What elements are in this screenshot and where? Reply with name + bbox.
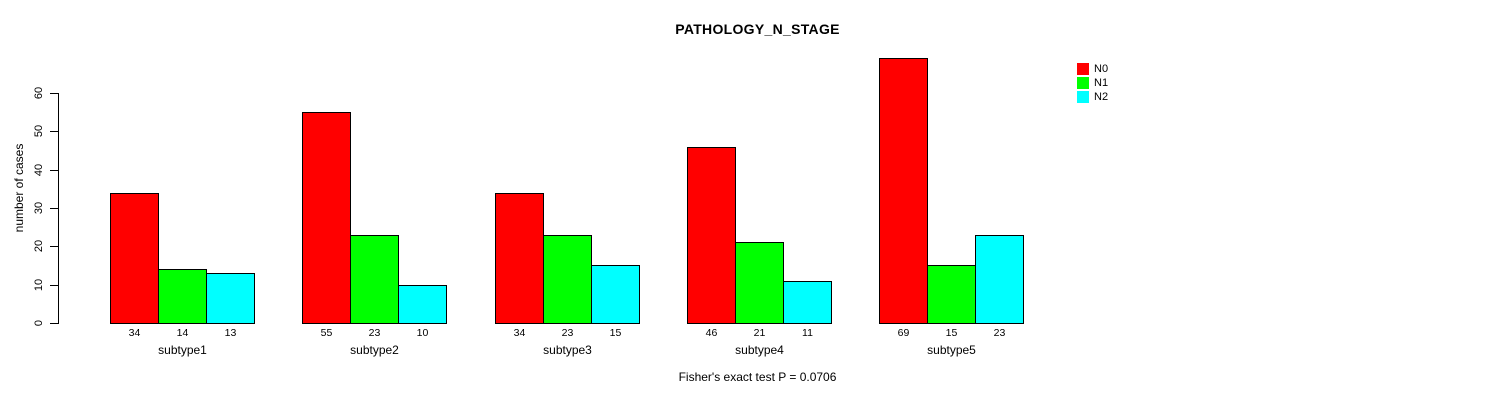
bar-n2-subtype3	[591, 265, 640, 324]
legend: N0 N1 N2	[1077, 62, 1108, 104]
y-tick	[50, 170, 58, 171]
bar-n1-subtype1	[158, 269, 207, 324]
bar-n1-subtype5	[927, 265, 976, 324]
bar-value-label: 69	[897, 327, 910, 339]
category-label-subtype4: subtype4	[735, 343, 784, 357]
y-tick-label: 10	[33, 278, 45, 292]
legend-label: N0	[1094, 63, 1109, 75]
bar-n0-subtype5	[879, 58, 928, 324]
legend-swatch-n2	[1077, 91, 1089, 103]
category-label-subtype2: subtype2	[350, 343, 399, 357]
bar-value-label: 13	[224, 327, 237, 339]
chart-title: PATHOLOGY_N_STAGE	[675, 21, 840, 37]
caption: Fisher's exact test P = 0.0706	[678, 370, 837, 384]
y-tick	[50, 131, 58, 132]
bar-n0-subtype3	[495, 193, 544, 324]
bar-value-label: 23	[561, 327, 574, 339]
bar-value-label: 46	[705, 327, 718, 339]
bar-value-label: 15	[609, 327, 622, 339]
y-tick-label: 20	[33, 239, 45, 253]
bar-n2-subtype5	[975, 235, 1024, 324]
bar-n0-subtype4	[687, 147, 736, 324]
bar-n1-subtype3	[543, 235, 592, 324]
y-tick	[50, 323, 58, 324]
legend-item-n0: N0	[1077, 62, 1108, 76]
y-axis-label: number of cases	[12, 143, 26, 233]
y-tick-label: 30	[33, 201, 45, 215]
bar-value-label: 10	[416, 327, 429, 339]
y-tick	[50, 93, 58, 94]
bar-value-label: 14	[176, 327, 189, 339]
bar-n1-subtype2	[350, 235, 399, 324]
y-tick-label: 60	[33, 86, 45, 100]
category-label-subtype5: subtype5	[927, 343, 976, 357]
bar-value-label: 23	[368, 327, 381, 339]
y-tick-label: 40	[33, 163, 45, 177]
bar-value-label: 21	[753, 327, 766, 339]
legend-label: N2	[1094, 91, 1109, 103]
bar-value-label: 55	[320, 327, 333, 339]
y-tick-label: 0	[33, 319, 45, 327]
y-tick	[50, 208, 58, 209]
bar-n2-subtype1	[206, 273, 255, 324]
bar-value-label: 23	[993, 327, 1006, 339]
bar-n1-subtype4	[735, 242, 784, 324]
legend-item-n2: N2	[1077, 90, 1108, 104]
bar-value-label: 11	[802, 327, 813, 339]
y-tick	[50, 246, 58, 247]
category-label-subtype1: subtype1	[158, 343, 207, 357]
y-axis-line	[58, 93, 59, 324]
bar-value-label: 15	[945, 327, 958, 339]
bar-n0-subtype1	[110, 193, 159, 324]
bar-value-label: 34	[513, 327, 526, 339]
bar-n0-subtype2	[302, 112, 351, 324]
category-label-subtype3: subtype3	[543, 343, 592, 357]
y-tick-label: 50	[33, 124, 45, 138]
legend-swatch-n1	[1077, 77, 1089, 89]
legend-label: N1	[1094, 77, 1109, 89]
legend-swatch-n0	[1077, 63, 1089, 75]
y-tick	[50, 285, 58, 286]
legend-item-n1: N1	[1077, 76, 1108, 90]
bar-n2-subtype2	[398, 285, 447, 324]
bar-n2-subtype4	[783, 281, 832, 324]
bar-value-label: 34	[128, 327, 141, 339]
